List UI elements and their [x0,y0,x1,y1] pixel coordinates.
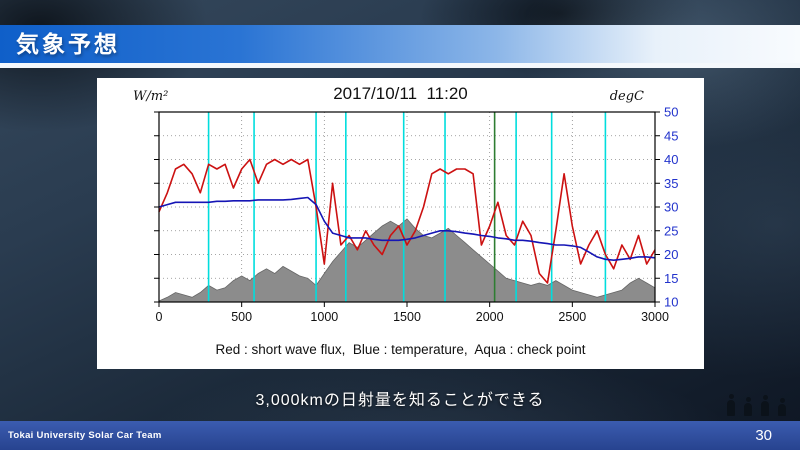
svg-text:1000: 1000 [310,310,338,324]
person-silhouette [744,397,752,416]
svg-text:2500: 2500 [558,310,586,324]
svg-text:40: 40 [664,152,678,167]
svg-text:2000: 2000 [476,310,504,324]
person-silhouette [727,394,735,416]
svg-text:15: 15 [664,271,678,286]
svg-text:1500: 1500 [393,310,421,324]
svg-text:50: 50 [664,106,678,120]
chart-panel: W/m² 2017/10/11 11:20 degC 0 500 1000 1500 2… [97,78,704,369]
svg-text:0: 0 [156,310,163,324]
right-axis-unit-label: degC [609,89,644,104]
footer-team-name: Tokai University Solar Car Team [8,430,162,441]
svg-text:45: 45 [664,128,678,143]
footer-page-number: 30 [755,427,772,444]
slide-subtitle: 3,000kmの日射量を知ることができる [255,392,545,409]
chart-datetime-title: 2017/10/11 11:20 [333,84,468,103]
footer-bar: Tokai University Solar Car Team 30 [0,421,800,450]
svg-text:30: 30 [664,200,678,215]
title-bar: 気象予想 [0,25,800,68]
people-silhouettes [727,394,786,416]
svg-text:3000: 3000 [641,310,669,324]
svg-text:10: 10 [664,295,678,310]
svg-text:25: 25 [664,223,678,238]
svg-text:35: 35 [664,176,678,191]
svg-text:20: 20 [664,247,678,262]
person-silhouette [761,395,769,416]
chart-legend-caption: Red : short wave flux, Blue : temperatur… [215,342,586,357]
svg-text:500: 500 [231,310,252,324]
person-silhouette [778,398,786,416]
slide-title: 気象予想 [16,31,120,57]
left-axis-unit-label: W/m² [133,89,169,104]
